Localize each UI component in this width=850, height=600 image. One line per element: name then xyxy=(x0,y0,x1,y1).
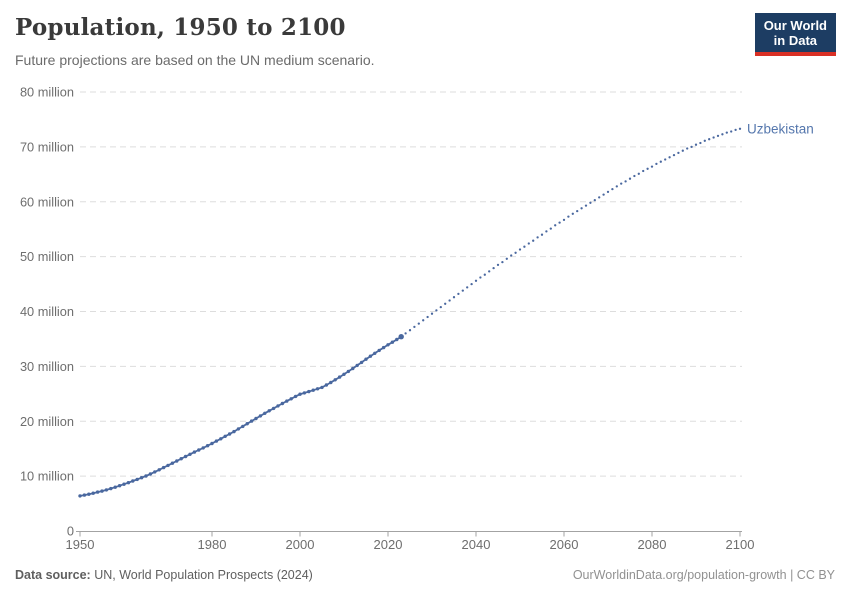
y-axis-labels: 0 10 million 20 million 30 million 40 millio… xyxy=(20,85,74,539)
y-tick-label: 10 million xyxy=(20,469,74,484)
y-tick-label: 50 million xyxy=(20,249,74,264)
uzbekistan-historical-line[interactable] xyxy=(78,334,404,498)
logo-line1: Our World xyxy=(763,18,827,33)
x-tick-label: 1980 xyxy=(198,537,227,552)
x-tick-label: 2100 xyxy=(726,537,755,552)
y-tick-label: 70 million xyxy=(20,139,74,154)
x-tick-label: 2000 xyxy=(286,537,315,552)
data-source-note: Data source: UN, World Population Prospe… xyxy=(15,568,313,582)
uzbekistan-projection-line[interactable] xyxy=(404,127,742,335)
x-tick-label: 2020 xyxy=(374,537,403,552)
y-gridlines xyxy=(80,91,742,477)
y-tick-label: 20 million xyxy=(20,414,74,429)
x-axis-labels: 1950 1980 2000 2020 2040 2060 2080 2100 xyxy=(66,537,755,552)
x-axis xyxy=(76,531,742,537)
entity-label-uzbekistan: Uzbekistan xyxy=(747,121,814,136)
x-tick-label: 2060 xyxy=(550,537,579,552)
y-tick-label: 40 million xyxy=(20,304,74,319)
x-tick-label: 2040 xyxy=(462,537,491,552)
data-source-text: UN, World Population Prospects (2024) xyxy=(90,568,313,582)
y-tick-label: 60 million xyxy=(20,194,74,209)
owid-logo[interactable]: Our World in Data xyxy=(754,13,836,56)
x-tick-label: 1950 xyxy=(66,537,95,552)
logo-line2: in Data xyxy=(773,33,818,48)
y-tick-label: 0 xyxy=(67,524,74,539)
page-title: Population, 1950 to 2100 xyxy=(15,14,346,41)
y-tick-label: 80 million xyxy=(20,85,74,100)
chart-subtitle: Future projections are based on the UN m… xyxy=(15,52,375,68)
data-source-label: Data source: xyxy=(15,568,91,582)
credit-link[interactable]: OurWorldinData.org/population-growth | C… xyxy=(572,568,835,582)
x-tick-label: 2080 xyxy=(638,537,667,552)
y-tick-label: 30 million xyxy=(20,359,74,374)
